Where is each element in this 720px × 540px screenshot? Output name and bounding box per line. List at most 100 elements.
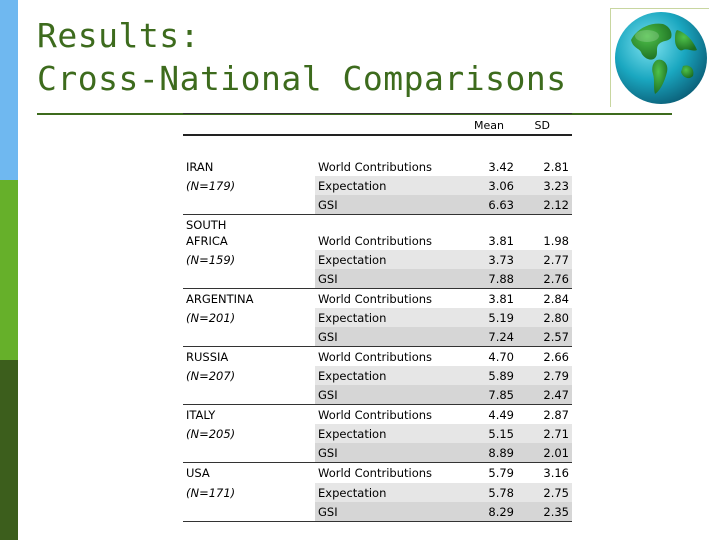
sd-value: 2.71 bbox=[543, 427, 569, 441]
row-shading bbox=[315, 366, 572, 385]
measure-label: World Contributions bbox=[318, 234, 433, 248]
mean-value: 5.78 bbox=[488, 486, 514, 500]
measure-label: World Contributions bbox=[318, 408, 433, 422]
mean-value: 7.24 bbox=[488, 330, 514, 344]
sample-size: (N=171) bbox=[186, 486, 236, 500]
measure-label: World Contributions bbox=[318, 466, 433, 480]
row-shading bbox=[315, 502, 572, 521]
sd-value: 2.57 bbox=[543, 330, 569, 344]
table-row: SOUTH bbox=[183, 215, 572, 232]
table-row: (N=207) Expectation 5.89 2.79 bbox=[183, 366, 572, 385]
slide-title: Results: Cross-National Comparisons bbox=[37, 14, 567, 100]
measure-label: World Contributions bbox=[318, 292, 433, 306]
slide-title-line-2: Cross-National Comparisons bbox=[37, 59, 567, 98]
mean-value: 8.29 bbox=[488, 505, 514, 519]
table-top-rule bbox=[183, 113, 572, 114]
sd-value: 2.66 bbox=[543, 350, 569, 364]
sd-value: 2.84 bbox=[543, 292, 569, 306]
measure-label: GSI bbox=[318, 446, 338, 460]
group-italy: ITALY World Contributions 4.49 2.87 (N=2… bbox=[183, 405, 572, 462]
table-row: GSI 8.29 2.35 bbox=[183, 502, 572, 521]
group-argentina: ARGENTINA World Contributions 3.81 2.84 … bbox=[183, 289, 572, 346]
table-bottom-rule bbox=[183, 521, 572, 522]
row-shading bbox=[315, 308, 572, 327]
group-south-africa: SOUTH AFRICA World Contributions 3.81 1.… bbox=[183, 215, 572, 288]
sd-value: 2.80 bbox=[543, 311, 569, 325]
sd-value: 2.12 bbox=[543, 198, 569, 212]
sample-size: (N=205) bbox=[186, 427, 236, 441]
country-name-line-1: SOUTH bbox=[186, 218, 227, 232]
row-shading bbox=[315, 195, 572, 214]
group-russia: RUSSIA World Contributions 4.70 2.66 (N=… bbox=[183, 347, 572, 404]
mean-value: 3.06 bbox=[488, 179, 514, 193]
table-row: (N=171) Expectation 5.78 2.75 bbox=[183, 483, 572, 502]
mean-value: 3.73 bbox=[488, 253, 514, 267]
sample-size: (N=207) bbox=[186, 369, 236, 383]
table-row: IRAN World Contributions 3.42 2.81 bbox=[183, 157, 572, 176]
measure-label: Expectation bbox=[318, 427, 387, 441]
table-row: (N=201) Expectation 5.19 2.80 bbox=[183, 308, 572, 327]
measure-label: GSI bbox=[318, 505, 338, 519]
mean-value: 3.81 bbox=[488, 292, 514, 306]
mean-value: 4.70 bbox=[488, 350, 514, 364]
measure-label: GSI bbox=[318, 198, 338, 212]
group-separator bbox=[183, 214, 572, 215]
country-name: IRAN bbox=[186, 160, 214, 174]
row-shading bbox=[315, 443, 572, 462]
sd-value: 3.16 bbox=[543, 466, 569, 480]
header-sd: SD bbox=[534, 119, 550, 132]
mean-value: 4.49 bbox=[488, 408, 514, 422]
mean-value: 3.42 bbox=[488, 160, 514, 174]
side-band-dark-green bbox=[0, 360, 18, 540]
group-separator bbox=[183, 288, 572, 289]
sd-value: 2.75 bbox=[543, 486, 569, 500]
mean-value: 5.89 bbox=[488, 369, 514, 383]
measure-label: GSI bbox=[318, 388, 338, 402]
measure-label: World Contributions bbox=[318, 160, 433, 174]
row-shading bbox=[315, 250, 572, 269]
globe-frame bbox=[610, 8, 709, 107]
header-mean: Mean bbox=[474, 119, 504, 132]
sd-value: 3.23 bbox=[543, 179, 569, 193]
measure-label: GSI bbox=[318, 330, 338, 344]
sd-value: 2.01 bbox=[543, 446, 569, 460]
sample-size: (N=159) bbox=[186, 253, 236, 267]
row-shading bbox=[315, 483, 572, 502]
table-row: (N=205) Expectation 5.15 2.71 bbox=[183, 424, 572, 443]
table-row: USA World Contributions 5.79 3.16 bbox=[183, 463, 572, 483]
group-usa: USA World Contributions 5.79 3.16 (N=171… bbox=[183, 463, 572, 521]
table-row: RUSSIA World Contributions 4.70 2.66 bbox=[183, 347, 572, 366]
table-header-row: Mean SD bbox=[183, 114, 572, 134]
sd-value: 2.81 bbox=[543, 160, 569, 174]
measure-label: Expectation bbox=[318, 311, 387, 325]
mean-value: 6.63 bbox=[488, 198, 514, 212]
sd-value: 2.79 bbox=[543, 369, 569, 383]
group-separator bbox=[183, 462, 572, 463]
table-row: AFRICA World Contributions 3.81 1.98 bbox=[183, 231, 572, 250]
mean-value: 8.89 bbox=[488, 446, 514, 460]
table-row: ARGENTINA World Contributions 3.81 2.84 bbox=[183, 289, 572, 308]
table-row: GSI 7.85 2.47 bbox=[183, 385, 572, 404]
table-row: (N=179) Expectation 3.06 3.23 bbox=[183, 176, 572, 195]
table-row: GSI 7.88 2.76 bbox=[183, 269, 572, 288]
group-separator bbox=[183, 404, 572, 405]
slide-title-line-1: Results: bbox=[37, 16, 200, 55]
country-name: ARGENTINA bbox=[186, 292, 254, 306]
mean-value: 5.79 bbox=[488, 466, 514, 480]
sd-value: 2.77 bbox=[543, 253, 569, 267]
sd-value: 2.35 bbox=[543, 505, 569, 519]
measure-label: World Contributions bbox=[318, 350, 433, 364]
mean-value: 7.88 bbox=[488, 272, 514, 286]
measure-label: GSI bbox=[318, 272, 338, 286]
row-shading bbox=[315, 176, 572, 195]
comparison-table: Mean SD IRAN World Contributions 3.42 2.… bbox=[183, 113, 572, 522]
country-name-line-2: AFRICA bbox=[186, 234, 228, 248]
row-shading bbox=[315, 269, 572, 288]
side-band-green bbox=[0, 180, 18, 360]
measure-label: Expectation bbox=[318, 369, 387, 383]
sd-value: 2.47 bbox=[543, 388, 569, 402]
table-header-rule bbox=[183, 134, 572, 136]
sd-value: 2.87 bbox=[543, 408, 569, 422]
mean-value: 7.85 bbox=[488, 388, 514, 402]
side-band-blue bbox=[0, 0, 18, 180]
